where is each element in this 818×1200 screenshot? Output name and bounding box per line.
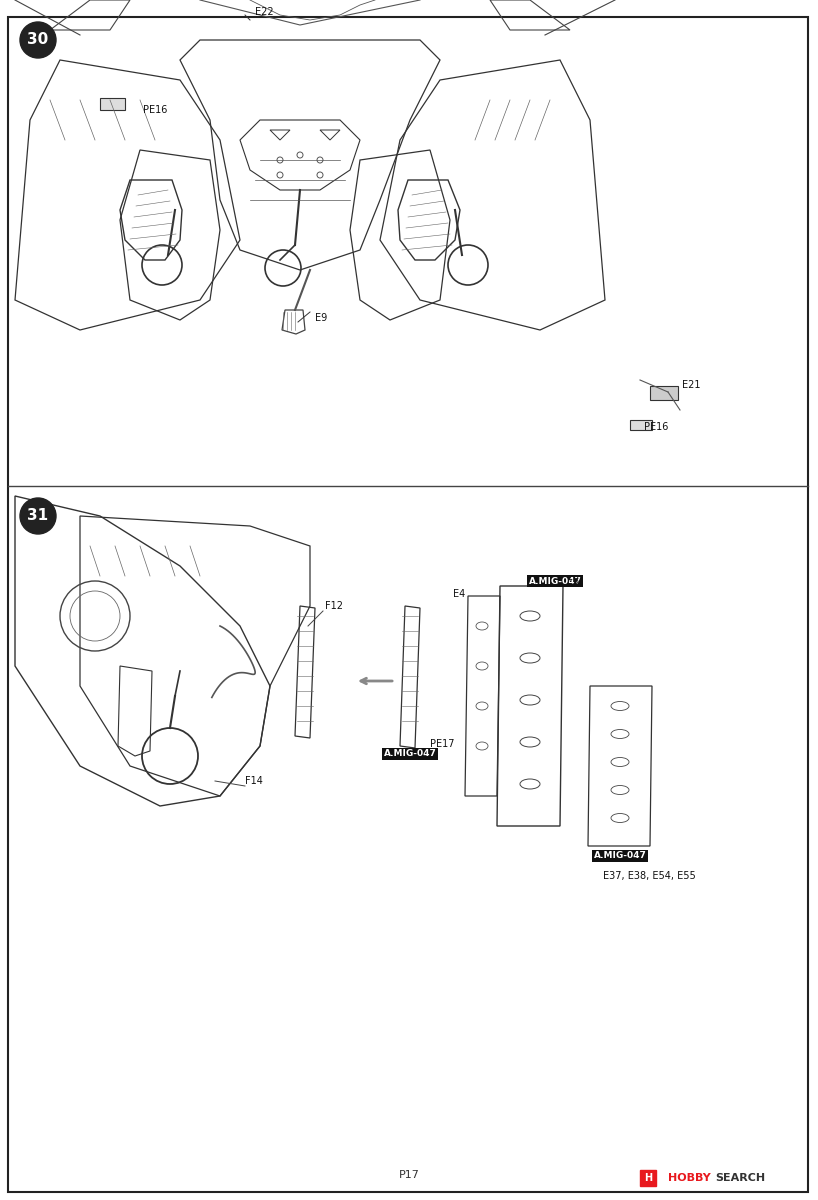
Circle shape xyxy=(20,22,56,58)
Text: HOBBY: HOBBY xyxy=(668,1174,711,1183)
Text: 31: 31 xyxy=(28,509,48,523)
Bar xyxy=(650,386,678,400)
Bar xyxy=(630,420,652,430)
Text: A.MIG-047: A.MIG-047 xyxy=(384,750,437,758)
Text: A.MIG-047: A.MIG-047 xyxy=(528,576,582,586)
Text: A.MIG-047: A.MIG-047 xyxy=(594,852,646,860)
Text: E4: E4 xyxy=(453,589,465,599)
Bar xyxy=(640,1170,656,1186)
Text: 30: 30 xyxy=(27,32,48,48)
Text: P17: P17 xyxy=(398,1170,420,1180)
Text: PE17: PE17 xyxy=(430,739,455,749)
Text: PE16: PE16 xyxy=(143,104,168,115)
Text: E22: E22 xyxy=(255,7,274,17)
Text: E9: E9 xyxy=(315,313,327,323)
Text: H: H xyxy=(644,1174,652,1183)
Text: SEARCH: SEARCH xyxy=(715,1174,765,1183)
Bar xyxy=(100,98,125,110)
Text: E3: E3 xyxy=(567,576,579,586)
Text: E37, E38, E54, E55: E37, E38, E54, E55 xyxy=(603,871,696,881)
Text: F14: F14 xyxy=(245,776,263,786)
Text: E21: E21 xyxy=(682,380,700,390)
Circle shape xyxy=(20,498,56,534)
Text: PE16: PE16 xyxy=(644,422,668,432)
Text: F12: F12 xyxy=(325,601,343,611)
